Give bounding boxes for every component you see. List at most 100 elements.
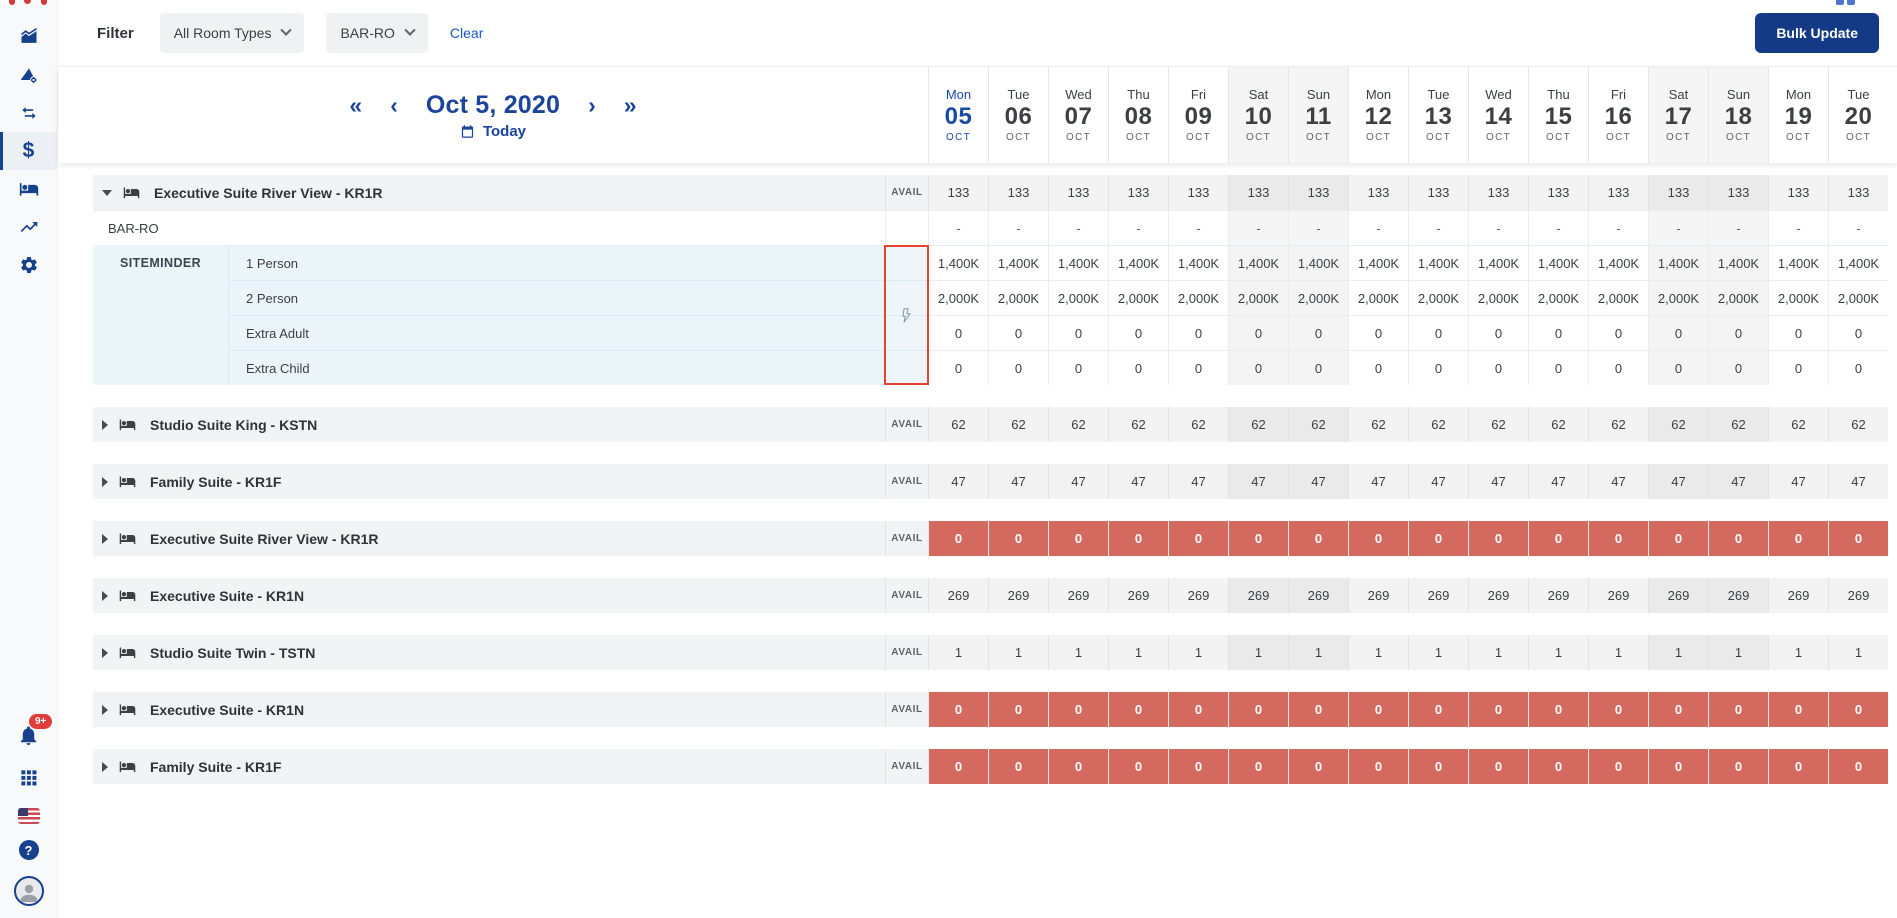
rate-value-cell[interactable]: 0 bbox=[1228, 350, 1288, 385]
avail-value-cell[interactable]: 1 bbox=[1828, 635, 1888, 670]
avail-value-cell[interactable]: 62 bbox=[928, 407, 988, 442]
sync-arrows-icon[interactable] bbox=[0, 94, 57, 132]
avail-value-cell[interactable]: 1 bbox=[1408, 635, 1468, 670]
rate-value-cell[interactable]: 1,400K bbox=[1048, 245, 1108, 280]
avail-value-cell[interactable]: 0 bbox=[928, 692, 988, 727]
avail-value-cell[interactable]: 62 bbox=[1468, 407, 1528, 442]
avail-value-cell[interactable]: 1 bbox=[1468, 635, 1528, 670]
help-icon[interactable]: ? bbox=[18, 840, 39, 860]
rate-value-cell[interactable]: 0 bbox=[1708, 315, 1768, 350]
avail-value-cell[interactable]: 133 bbox=[1468, 175, 1528, 210]
avail-value-cell[interactable]: 1 bbox=[928, 635, 988, 670]
rate-plan-value-cell[interactable]: - bbox=[1528, 211, 1588, 245]
rate-value-cell[interactable]: 0 bbox=[1468, 350, 1528, 385]
expand-caret-icon[interactable] bbox=[102, 704, 108, 715]
rate-value-cell[interactable]: 0 bbox=[988, 350, 1048, 385]
avail-value-cell[interactable]: 1 bbox=[1648, 635, 1708, 670]
avail-value-cell[interactable]: 0 bbox=[1768, 521, 1828, 556]
rate-value-cell[interactable]: 1,400K bbox=[928, 245, 988, 280]
avail-value-cell[interactable]: 0 bbox=[1288, 692, 1348, 727]
pricing-dollar-icon[interactable]: $ bbox=[0, 132, 57, 170]
avail-value-cell[interactable]: 0 bbox=[1648, 521, 1708, 556]
avail-value-cell[interactable]: 0 bbox=[988, 749, 1048, 784]
avail-value-cell[interactable]: 47 bbox=[1828, 464, 1888, 499]
avail-value-cell[interactable]: 269 bbox=[1288, 578, 1348, 613]
rate-value-cell[interactable]: 0 bbox=[1108, 350, 1168, 385]
rate-value-cell[interactable]: 0 bbox=[1768, 315, 1828, 350]
language-flag-icon[interactable] bbox=[17, 808, 40, 824]
avail-value-cell[interactable]: 62 bbox=[1108, 407, 1168, 442]
avail-value-cell[interactable]: 0 bbox=[1528, 521, 1588, 556]
rate-value-cell[interactable]: 0 bbox=[1108, 315, 1168, 350]
rate-value-cell[interactable]: 0 bbox=[1408, 315, 1468, 350]
avail-value-cell[interactable]: 269 bbox=[1528, 578, 1588, 613]
avail-value-cell[interactable]: 0 bbox=[1348, 521, 1408, 556]
room-type-header-row[interactable]: Studio Suite Twin - TSTN AVAIL 1 1 1 1 1 1 1 1 1 1 1… bbox=[93, 635, 1888, 670]
avail-value-cell[interactable]: 47 bbox=[1528, 464, 1588, 499]
rate-plan-value-cell[interactable]: - bbox=[1648, 211, 1708, 245]
avail-value-cell[interactable]: 133 bbox=[1588, 175, 1648, 210]
avail-value-cell[interactable]: 47 bbox=[1648, 464, 1708, 499]
notifications-bell-icon[interactable]: 9+ bbox=[17, 714, 53, 752]
avail-value-cell[interactable]: 0 bbox=[1408, 521, 1468, 556]
avail-value-cell[interactable]: 269 bbox=[1408, 578, 1468, 613]
rate-plan-value-cell[interactable]: - bbox=[1408, 211, 1468, 245]
avail-value-cell[interactable]: 0 bbox=[928, 521, 988, 556]
avail-value-cell[interactable]: 1 bbox=[1168, 635, 1228, 670]
avail-value-cell[interactable]: 62 bbox=[1048, 407, 1108, 442]
avail-value-cell[interactable]: 1 bbox=[1768, 635, 1828, 670]
avail-value-cell[interactable]: 269 bbox=[1468, 578, 1528, 613]
avail-value-cell[interactable]: 0 bbox=[1768, 692, 1828, 727]
avail-value-cell[interactable]: 0 bbox=[1528, 749, 1588, 784]
avail-value-cell[interactable]: 0 bbox=[1648, 692, 1708, 727]
expand-caret-icon[interactable] bbox=[102, 590, 108, 601]
rate-value-cell[interactable]: 0 bbox=[1648, 350, 1708, 385]
rate-value-cell[interactable]: 1,400K bbox=[1528, 245, 1588, 280]
rate-plan-value-cell[interactable]: - bbox=[1288, 211, 1348, 245]
avail-value-cell[interactable]: 269 bbox=[1768, 578, 1828, 613]
avail-value-cell[interactable]: 269 bbox=[1048, 578, 1108, 613]
rate-value-cell[interactable]: 0 bbox=[1828, 315, 1888, 350]
avail-value-cell[interactable]: 133 bbox=[1048, 175, 1108, 210]
rate-value-cell[interactable]: 2,000K bbox=[1648, 280, 1708, 315]
rate-value-cell[interactable]: 0 bbox=[928, 350, 988, 385]
avail-value-cell[interactable]: 0 bbox=[928, 749, 988, 784]
avail-value-cell[interactable]: 0 bbox=[1108, 692, 1168, 727]
rate-value-cell[interactable]: 2,000K bbox=[1228, 280, 1288, 315]
rate-value-cell[interactable]: 2,000K bbox=[1348, 280, 1408, 315]
avail-value-cell[interactable]: 1 bbox=[1528, 635, 1588, 670]
avail-value-cell[interactable]: 47 bbox=[1708, 464, 1768, 499]
avail-value-cell[interactable]: 62 bbox=[1828, 407, 1888, 442]
rate-value-cell[interactable]: 2,000K bbox=[1168, 280, 1228, 315]
avail-value-cell[interactable]: 133 bbox=[1108, 175, 1168, 210]
rate-value-cell[interactable]: 1,400K bbox=[1588, 245, 1648, 280]
next-day-icon[interactable]: › bbox=[574, 93, 610, 117]
room-type-header-row[interactable]: Family Suite - KR1F AVAIL 47 47 47 47 47 47 47 47… bbox=[93, 464, 1888, 499]
avail-value-cell[interactable]: 0 bbox=[1828, 521, 1888, 556]
avail-value-cell[interactable]: 0 bbox=[1288, 521, 1348, 556]
rate-value-cell[interactable]: 0 bbox=[1528, 350, 1588, 385]
avail-value-cell[interactable]: 0 bbox=[988, 692, 1048, 727]
rate-plan-value-cell[interactable]: - bbox=[928, 211, 988, 245]
avail-value-cell[interactable]: 133 bbox=[1708, 175, 1768, 210]
room-type-header-row[interactable]: Executive Suite - KR1N AVAIL 269 269 269 269 2… bbox=[93, 578, 1888, 613]
expand-caret-icon[interactable] bbox=[102, 761, 108, 772]
rate-value-cell[interactable]: 2,000K bbox=[1468, 280, 1528, 315]
avail-value-cell[interactable]: 47 bbox=[928, 464, 988, 499]
avail-value-cell[interactable]: 62 bbox=[1348, 407, 1408, 442]
rate-value-cell[interactable]: 0 bbox=[1048, 350, 1108, 385]
avail-value-cell[interactable]: 62 bbox=[1288, 407, 1348, 442]
expand-caret-icon[interactable] bbox=[102, 533, 108, 544]
rate-value-cell[interactable]: 2,000K bbox=[1708, 280, 1768, 315]
room-type-header-row[interactable]: Executive Suite River View - KR1R AVAIL 0 0… bbox=[93, 521, 1888, 556]
rate-plan-value-cell[interactable]: - bbox=[1768, 211, 1828, 245]
avail-value-cell[interactable]: 133 bbox=[928, 175, 988, 210]
rate-value-cell[interactable]: 0 bbox=[1408, 350, 1468, 385]
avail-value-cell[interactable]: 133 bbox=[1288, 175, 1348, 210]
today-button[interactable]: Today bbox=[460, 123, 526, 140]
avail-value-cell[interactable]: 269 bbox=[1228, 578, 1288, 613]
avail-value-cell[interactable]: 0 bbox=[1708, 521, 1768, 556]
rate-value-cell[interactable]: 0 bbox=[1588, 350, 1648, 385]
avail-value-cell[interactable]: 62 bbox=[988, 407, 1048, 442]
room-type-header-row[interactable]: Studio Suite King - KSTN AVAIL 62 62 62 62 62 6… bbox=[93, 407, 1888, 442]
